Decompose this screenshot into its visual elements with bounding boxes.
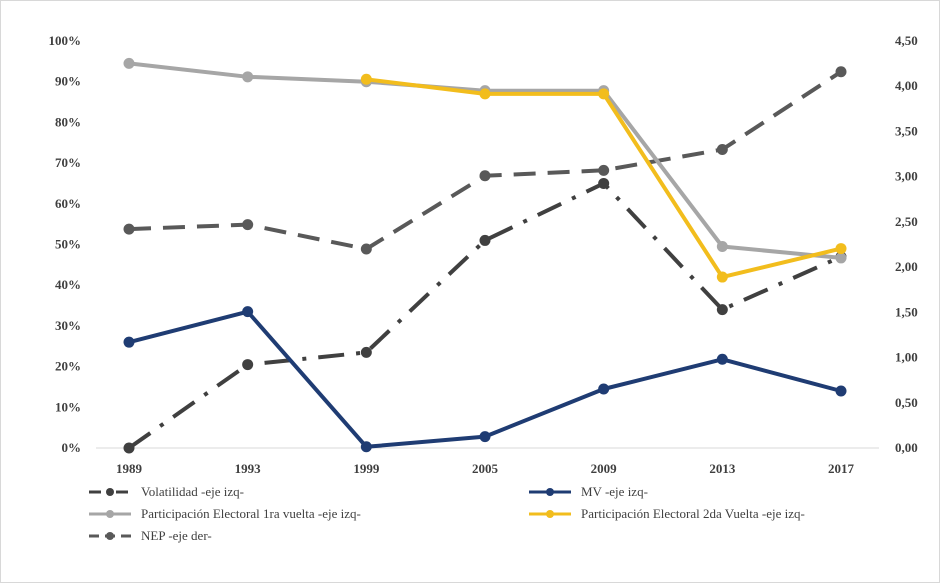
left-y-tick-label: 60% bbox=[55, 196, 81, 211]
legend-label-volatilidad: Volatilidad -eje izq- bbox=[141, 484, 244, 499]
data-point-mv bbox=[360, 441, 372, 453]
right-y-axis: 0,00 0,50 1,00 1,50 2,00 2,50 3,00 3,50 4,00 4,50 bbox=[895, 33, 918, 455]
data-point-part2 bbox=[598, 88, 610, 100]
x-tick-label: 1999 bbox=[353, 461, 380, 476]
data-point-nep bbox=[835, 66, 847, 78]
right-y-tick-label: 0,00 bbox=[895, 440, 918, 455]
left-y-tick-label: 70% bbox=[55, 155, 81, 170]
data-point-mv bbox=[242, 306, 254, 318]
legend-marker-mv bbox=[546, 488, 554, 496]
series-layer bbox=[123, 57, 847, 454]
legend-label-nep: NEP -eje der- bbox=[141, 528, 212, 543]
data-point-nep bbox=[716, 144, 728, 156]
data-point-part2 bbox=[479, 88, 491, 100]
series-nep bbox=[123, 66, 847, 255]
left-y-tick-label: 20% bbox=[55, 359, 81, 374]
right-y-tick-label: 1,00 bbox=[895, 350, 918, 365]
x-tick-label: 1993 bbox=[235, 461, 262, 476]
left-y-tick-label: 30% bbox=[55, 318, 81, 333]
data-point-volatilidad bbox=[716, 304, 728, 316]
legend-label-mv: MV -eje izq- bbox=[581, 484, 648, 499]
legend: Volatilidad -eje izq- MV -eje izq- Partici… bbox=[89, 484, 805, 543]
right-y-tick-label: 2,00 bbox=[895, 259, 918, 274]
right-y-tick-label: 4,50 bbox=[895, 33, 918, 48]
data-point-mv bbox=[479, 431, 491, 443]
legend-item-volatilidad: Volatilidad -eje izq- bbox=[89, 484, 244, 499]
data-point-part1 bbox=[835, 252, 847, 264]
data-point-part2 bbox=[835, 243, 847, 255]
data-point-volatilidad bbox=[242, 359, 254, 371]
x-axis: 1989 1993 1999 2005 2009 2013 2017 bbox=[96, 447, 879, 476]
data-point-volatilidad bbox=[598, 177, 610, 189]
series-line-mv bbox=[128, 309, 842, 449]
legend-item-nep: NEP -eje der- bbox=[89, 528, 212, 543]
x-tick-label: 2005 bbox=[472, 461, 499, 476]
series-part2 bbox=[360, 73, 847, 283]
left-y-tick-label: 40% bbox=[55, 277, 81, 292]
data-point-part1 bbox=[716, 241, 728, 253]
data-point-part1 bbox=[123, 57, 135, 69]
data-point-nep bbox=[360, 243, 372, 255]
left-y-axis: 0% 10% 20% 30% 40% 50% 60% 70% 80% 90% 100% bbox=[49, 33, 82, 455]
legend-label-part2: Participación Electoral 2da Vuelta -eje … bbox=[581, 506, 805, 521]
right-y-tick-label: 1,50 bbox=[895, 304, 918, 319]
right-y-tick-label: 2,50 bbox=[895, 214, 918, 229]
left-y-tick-label: 50% bbox=[55, 237, 81, 252]
legend-marker-part1 bbox=[106, 510, 114, 518]
data-point-nep bbox=[242, 219, 254, 231]
right-y-tick-label: 3,50 bbox=[895, 123, 918, 138]
data-point-mv bbox=[835, 385, 847, 397]
series-mv bbox=[123, 306, 847, 453]
data-point-mv bbox=[598, 383, 610, 395]
x-tick-label: 2013 bbox=[709, 461, 736, 476]
left-y-tick-label: 0% bbox=[62, 440, 82, 455]
data-point-mv bbox=[716, 353, 728, 365]
data-point-mv bbox=[123, 336, 135, 348]
left-y-tick-label: 90% bbox=[55, 74, 81, 89]
data-point-volatilidad bbox=[123, 442, 135, 454]
data-point-part2 bbox=[716, 271, 728, 283]
legend-marker-part2 bbox=[546, 510, 554, 518]
right-y-tick-label: 0,50 bbox=[895, 395, 918, 410]
data-point-nep bbox=[598, 164, 610, 176]
data-point-nep bbox=[123, 223, 135, 235]
left-y-tick-label: 80% bbox=[55, 114, 81, 129]
legend-marker-volatilidad bbox=[106, 488, 114, 496]
right-y-tick-label: 3,00 bbox=[895, 169, 918, 184]
legend-item-part1: Participación Electoral 1ra vuelta -eje … bbox=[89, 506, 361, 521]
legend-item-mv: MV -eje izq- bbox=[529, 484, 648, 499]
left-y-tick-label: 100% bbox=[49, 33, 82, 48]
x-tick-label: 1989 bbox=[116, 461, 143, 476]
legend-label-part1: Participación Electoral 1ra vuelta -eje … bbox=[141, 506, 361, 521]
left-y-tick-label: 10% bbox=[55, 399, 81, 414]
data-point-nep bbox=[479, 170, 491, 182]
data-point-part1 bbox=[242, 71, 254, 83]
data-point-volatilidad bbox=[360, 346, 372, 358]
data-point-volatilidad bbox=[479, 234, 491, 246]
data-point-part2 bbox=[360, 73, 372, 85]
x-tick-label: 2009 bbox=[591, 461, 618, 476]
right-y-tick-label: 4,00 bbox=[895, 78, 918, 93]
x-tick-label: 2017 bbox=[828, 461, 855, 476]
legend-item-part2: Participación Electoral 2da Vuelta -eje … bbox=[529, 506, 805, 521]
legend-marker-nep bbox=[106, 532, 114, 540]
